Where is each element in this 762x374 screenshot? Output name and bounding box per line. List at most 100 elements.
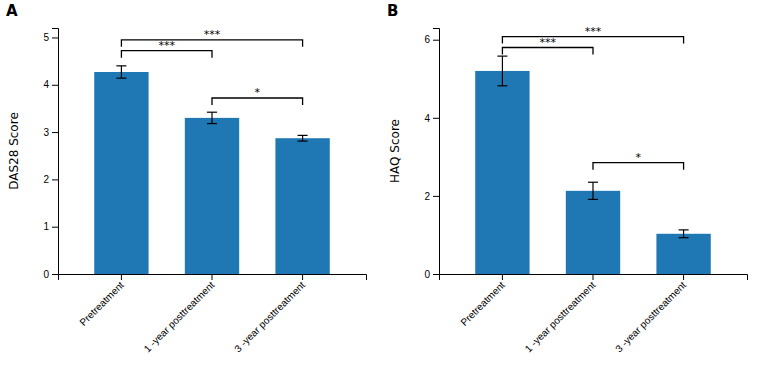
x-tick-mark: [683, 274, 684, 280]
error-bar-stem: [302, 135, 303, 141]
error-bar-cap: [679, 237, 689, 238]
y-tick-label: 2: [43, 174, 49, 185]
error-bar-cap: [116, 78, 126, 79]
bar: [185, 118, 239, 274]
significance-label: ***: [204, 28, 221, 41]
y-tick-mark: [52, 179, 58, 180]
plot-area: [475, 37, 711, 274]
error-bar: [497, 56, 507, 86]
y-axis: 0 2 4 6: [424, 29, 439, 280]
significance-bracket: [502, 37, 683, 44]
bar: [94, 72, 148, 274]
bar: [475, 71, 529, 274]
y-tick-label: 0: [424, 269, 430, 280]
x-tick-label: 3 -year posttreatment: [232, 279, 307, 354]
y-tick: 3: [43, 127, 58, 138]
axis-line: [440, 275, 748, 281]
y-axis: 0 1 2 3 4 5: [43, 29, 58, 280]
x-tick-label: 3 -year posttreatment: [613, 279, 688, 354]
significance-bracket: [121, 40, 302, 47]
y-tick-label: 1: [43, 221, 49, 232]
error-bar: [679, 230, 689, 238]
x-tick-mark: [121, 274, 122, 280]
y-tick-mark: [52, 274, 58, 275]
error-bar-stem: [121, 66, 122, 78]
x-tick: 1 -year posttreatment: [142, 274, 217, 354]
error-bar-cap: [588, 182, 598, 183]
x-tick-label: Pretreatment: [77, 279, 126, 328]
y-tick-mark: [52, 227, 58, 228]
y-tick-label: 3: [43, 127, 49, 138]
x-tick-label: 1 -year posttreatment: [523, 279, 598, 354]
error-bar-stem: [592, 182, 593, 199]
axis-line: [52, 29, 59, 275]
significance-bracket: [212, 98, 303, 105]
x-tick: Pretreatment: [77, 274, 126, 328]
y-tick-mark: [52, 37, 58, 38]
panel: *******Pretreatment1 -year posttreatment…: [6, 2, 367, 354]
significance-label: *: [636, 151, 642, 164]
y-tick-label: 5: [43, 32, 49, 43]
x-axis: Pretreatment 1 -year posttreatment3 -year…: [59, 274, 367, 354]
significance-bracket: [593, 163, 684, 170]
x-tick: 1 -year posttreatment: [523, 274, 598, 354]
panel-title: B: [387, 2, 398, 20]
y-tick: 4: [43, 79, 58, 90]
x-tick-mark: [302, 274, 303, 280]
significance-bracket: [502, 48, 593, 55]
y-tick: 2: [424, 191, 439, 202]
error-bar-cap: [497, 85, 507, 86]
y-tick: 0: [424, 269, 439, 280]
error-bar-cap: [298, 135, 308, 136]
x-tick: 3 -year posttreatment: [232, 274, 307, 354]
annotations: *******: [158, 28, 260, 99]
error-bar: [298, 135, 308, 141]
y-tick-mark: [433, 196, 439, 197]
chart-svg: *******Pretreatment1 -year posttreatment…: [0, 0, 762, 374]
y-tick-mark: [433, 274, 439, 275]
y-tick: 6: [424, 34, 439, 45]
significance-bracket: [121, 51, 212, 58]
x-tick-label: 1 -year posttreatment: [142, 279, 217, 354]
y-tick: 2: [43, 174, 58, 185]
x-tick: Pretreatment: [458, 274, 507, 328]
error-bar-cap: [497, 56, 507, 57]
error-bar-cap: [679, 229, 689, 230]
axis-line: [433, 29, 440, 275]
x-tick-mark: [593, 274, 594, 280]
y-tick-mark: [433, 40, 439, 41]
y-tick-label: 2: [424, 191, 430, 202]
y-tick-mark: [52, 132, 58, 133]
y-tick: 1: [43, 221, 58, 232]
y-tick-label: 4: [424, 113, 430, 124]
bar: [656, 234, 710, 274]
y-tick-label: 4: [43, 79, 49, 90]
error-bar-cap: [298, 140, 308, 141]
panel-title: A: [6, 2, 18, 20]
significance-label: ***: [158, 39, 175, 52]
error-bar-cap: [207, 112, 217, 113]
error-bar-cap: [207, 123, 217, 124]
y-tick-mark: [433, 118, 439, 119]
y-tick-label: 6: [424, 34, 430, 45]
bar: [566, 191, 620, 274]
error-bar-stem: [502, 56, 503, 86]
error-bar: [588, 182, 598, 199]
y-tick-label: 0: [43, 269, 49, 280]
y-tick-mark: [52, 85, 58, 86]
x-tick-mark: [212, 274, 213, 280]
error-bar-stem: [211, 112, 212, 123]
error-bar-cap: [116, 65, 126, 66]
x-tick-mark: [502, 274, 503, 280]
annotations: *******: [539, 25, 641, 164]
y-tick: 4: [424, 113, 439, 124]
panel: ******* Pretreatment 1 -year posttreatment…: [387, 2, 748, 354]
x-axis: Pretreatment 1 -year posttreatment3 -year…: [440, 274, 748, 354]
y-axis-title: HAQ Score: [388, 119, 402, 183]
x-tick-label: Pretreatment: [458, 279, 507, 328]
bar: [275, 138, 329, 274]
error-bar-cap: [588, 199, 598, 200]
error-bar: [207, 112, 217, 123]
x-tick: 3 -year posttreatment: [613, 274, 688, 354]
plot-area: [94, 40, 330, 274]
